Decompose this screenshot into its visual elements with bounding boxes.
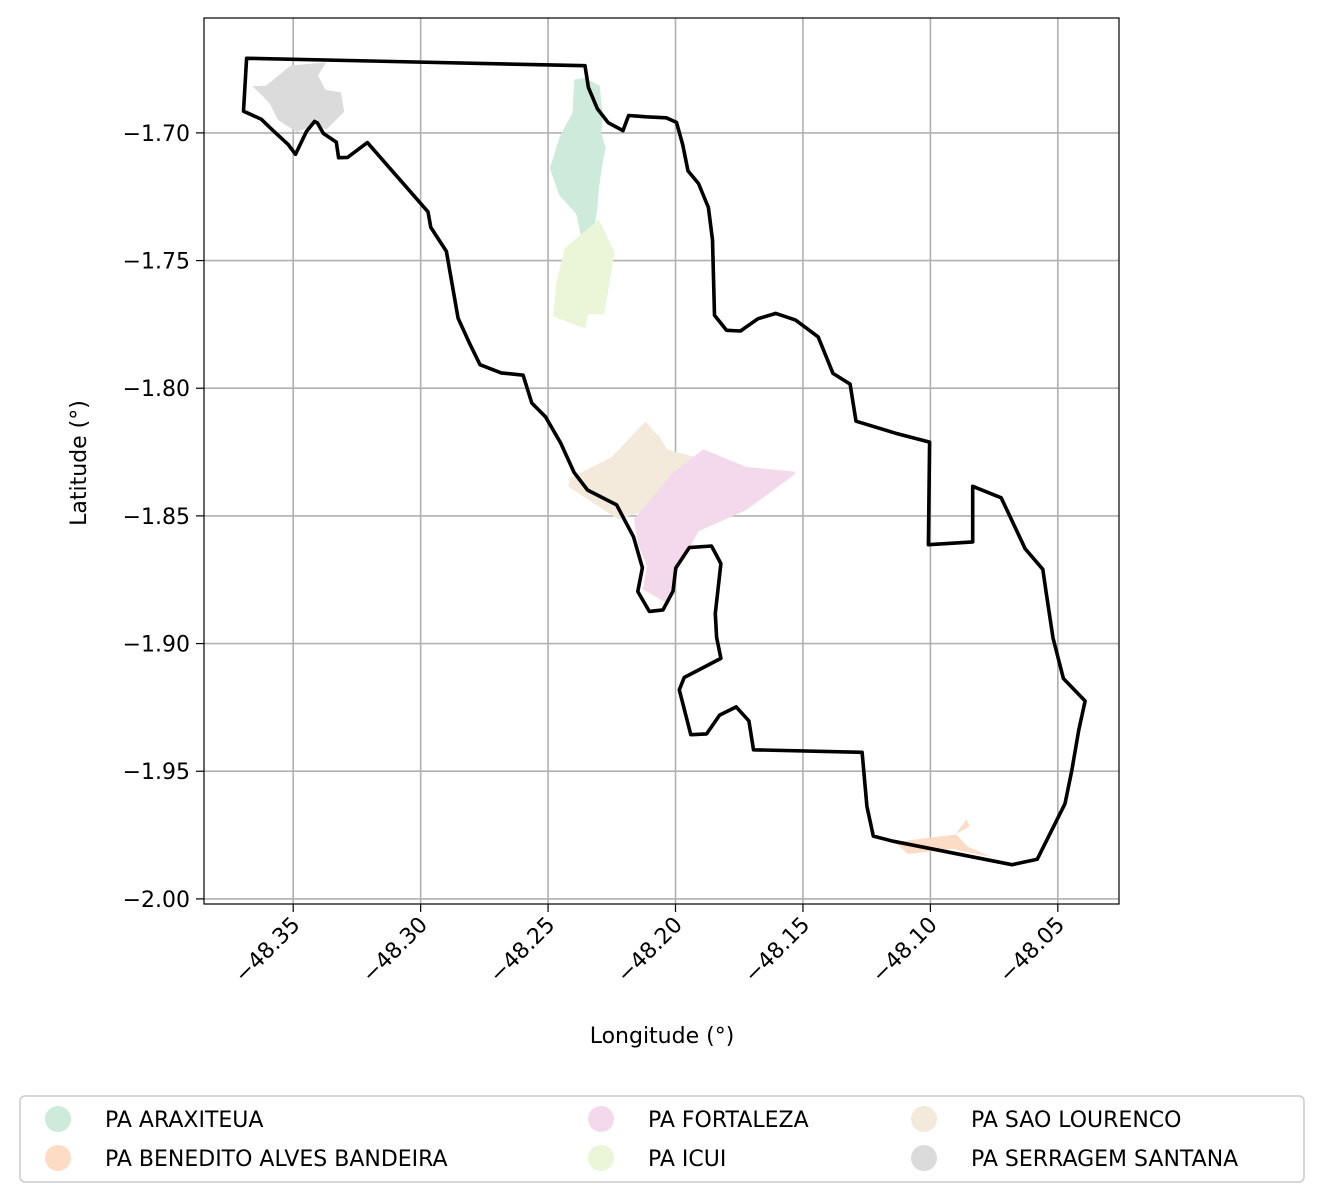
area-pa-icui (553, 219, 615, 329)
legend-label-pa-icui: PA ICUI (648, 1147, 726, 1172)
y-tick-label-0: −1.70 (123, 122, 190, 147)
y-tick-label-2: −1.80 (123, 377, 190, 402)
y-axis-ticks: −1.70 −1.75 −1.80 −1.85 −1.90 −1.95 −2.00 (123, 122, 204, 913)
y-tick-label-6: −2.00 (123, 888, 190, 913)
legend-marker-pa-benedito-alves-bandeira (45, 1145, 71, 1171)
municipality-boundary (241, 56, 1087, 867)
legend-marker-pa-araxiteua (45, 1106, 71, 1132)
boundary-outline (241, 56, 1087, 867)
axes-frame (203, 17, 1120, 905)
legend-marker-pa-serragem-santana (911, 1145, 937, 1171)
area-pa-serragem-santana (252, 62, 345, 133)
legend-marker-pa-sao-lourenco (911, 1106, 937, 1132)
y-tick-label-1: −1.75 (123, 250, 190, 275)
legend-label-pa-serragem-santana: PA SERRAGEM SANTANA (971, 1147, 1238, 1172)
legend-box (19, 1095, 1305, 1183)
y-tick-label-5: −1.95 (123, 760, 190, 785)
legend-label-pa-fortaleza: PA FORTALEZA (648, 1108, 809, 1133)
legend-marker-pa-icui (588, 1145, 614, 1171)
legend-label-pa-benedito-alves-bandeira: PA BENEDITO ALVES BANDEIRA (105, 1147, 448, 1172)
legend: PA ARAXITEUA PA BENEDITO ALVES BANDEIRA PA… (19, 1095, 1305, 1183)
y-tick-label-4: −1.90 (123, 633, 190, 658)
legend-marker-pa-fortaleza (588, 1106, 614, 1132)
y-tick-label-3: −1.85 (123, 505, 190, 530)
legend-label-pa-sao-lourenco: PA SAO LOURENCO (971, 1108, 1181, 1133)
y-axis-label: Latitude (°) (67, 400, 92, 526)
settlement-areas (252, 62, 993, 858)
area-pa-fortaleza (634, 449, 796, 605)
legend-label-pa-araxiteua: PA ARAXITEUA (105, 1108, 263, 1133)
x-axis-label: Longitude (°) (590, 1024, 735, 1049)
area-pa-araxiteua (549, 78, 606, 235)
